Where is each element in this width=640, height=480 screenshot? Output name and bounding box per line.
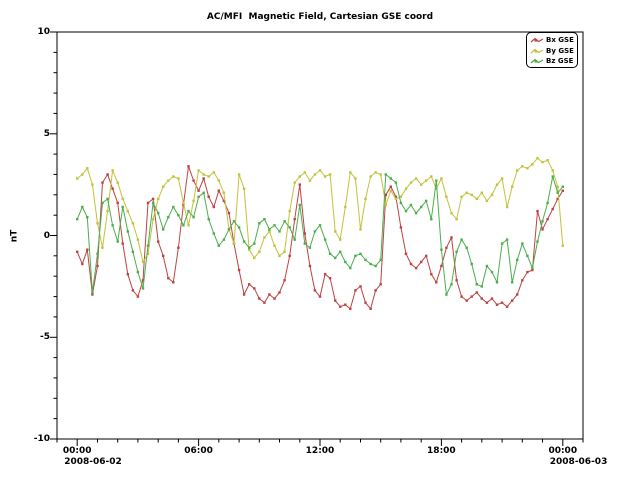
x-axis-date-end: 2008-06-03 (549, 457, 608, 467)
y-tick-label: -5 (40, 332, 50, 343)
y-tick-label: 0 (43, 230, 50, 241)
x-tick-label: 00:00 (548, 446, 578, 456)
y-tick-label: -10 (33, 434, 50, 444)
legend-line-sample-by (530, 48, 544, 53)
y-tick-label: 10 (37, 27, 50, 37)
x-tick-label: 12:00 (305, 446, 335, 456)
y-tick-label: 5 (43, 128, 50, 139)
x-tick-label: 18:00 (427, 446, 456, 456)
legend: Bx GSE By GSE Bz GSE (526, 32, 578, 68)
chart-title: AC/MFI Magnetic Field, Cartesian GSE coo… (206, 12, 434, 22)
legend-item-by: By GSE (530, 46, 576, 56)
legend-item-bz: Bz GSE (530, 56, 576, 66)
legend-label-bx: Bx GSE (546, 36, 574, 44)
x-tick-label: 00:00 (62, 446, 92, 456)
legend-line-sample-bx (530, 37, 544, 43)
legend-item-bx: Bx GSE (530, 35, 576, 45)
x-tick-label: 06:00 (184, 446, 213, 456)
legend-label-by: By GSE (546, 46, 574, 55)
x-axis-date-start: 2008-06-02 (64, 457, 122, 467)
legend-label-bz: Bz GSE (546, 57, 574, 65)
legend-line-sample-bz (530, 58, 544, 64)
